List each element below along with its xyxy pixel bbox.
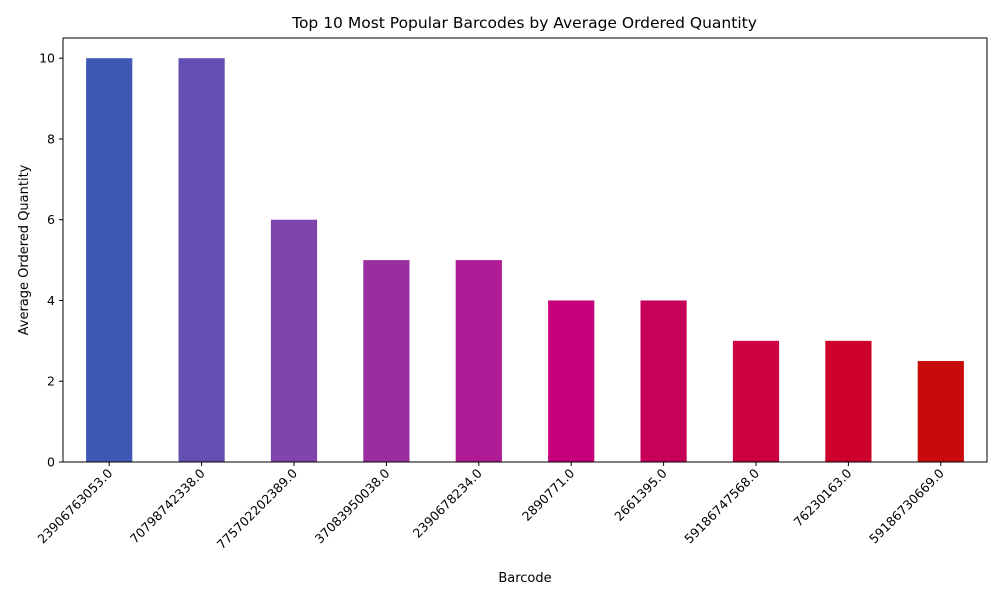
bar [825, 340, 872, 462]
bar [86, 58, 133, 462]
bar [455, 260, 502, 462]
x-tick-label: 59186747568.0 [681, 465, 762, 546]
bar [640, 300, 687, 462]
y-tick-label: 10 [39, 51, 55, 66]
y-tick-label: 6 [47, 212, 55, 227]
x-tick-label: 2661395.0 [611, 465, 669, 523]
bar [178, 58, 225, 462]
bar [548, 300, 595, 462]
x-tick-label: 76230163.0 [790, 465, 854, 529]
y-tick-label: 4 [47, 293, 55, 308]
x-tick-label: 2390678234.0 [410, 465, 485, 540]
bar [732, 340, 780, 462]
y-axis-label: Average Ordered Quantity [17, 164, 32, 335]
x-axis: 23906763053.0 70798742338.0 775702202389.0… [34, 462, 947, 552]
y-tick-label: 2 [47, 374, 55, 389]
x-axis-label: Barcode [498, 571, 551, 586]
x-tick-label: 70798742338.0 [127, 465, 208, 546]
x-tick-label: 37083950038.0 [312, 465, 393, 546]
y-tick-label: 0 [47, 455, 55, 470]
x-tick-label: 59186730669.0 [866, 465, 947, 546]
y-tick-label: 8 [47, 131, 55, 146]
bars-group [86, 58, 964, 462]
bar [270, 219, 318, 462]
x-tick-label: 775702202389.0 [214, 465, 301, 552]
x-tick-label: 23906763053.0 [34, 465, 115, 546]
plot-frame [62, 37, 988, 463]
bar [917, 361, 964, 462]
chart-title: Top 10 Most Popular Barcodes by Average … [291, 14, 757, 32]
bar [363, 260, 410, 462]
x-tick-label: 2890771.0 [519, 465, 577, 523]
y-axis: 0 2 4 6 8 10 [39, 51, 63, 470]
